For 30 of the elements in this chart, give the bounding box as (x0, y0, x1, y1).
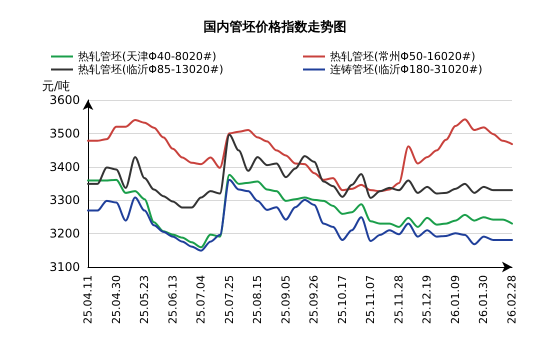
x-tick-label: 26.01.09 (448, 275, 462, 324)
y-axis-title: 元/吨 (42, 79, 70, 93)
x-tick-label: 25.07.25 (222, 275, 236, 324)
line-series (87, 118, 513, 192)
line-series (87, 134, 513, 209)
x-tick-label: 26.02.28 (506, 275, 518, 324)
x-tick-label: 25.09.26 (308, 275, 321, 324)
y-tick-label: 3300 (49, 193, 80, 208)
y-tick-label: 3500 (49, 126, 80, 140)
legend-label: 热轧管坯(临沂Φ85-13020#) (78, 63, 224, 76)
legend-label: 热轧管坯(天津Φ40-8020#) (78, 50, 216, 63)
legend-label: 热轧管坯(常州Φ50-16020#) (330, 50, 476, 63)
y-tick-label: 3100 (49, 260, 80, 274)
x-tick-label: 25.11.28 (392, 275, 406, 324)
x-tick-label: 25.04.11 (82, 275, 94, 324)
x-tick-label: 25.12.19 (420, 275, 434, 324)
x-tick-label: 25.07.04 (194, 275, 208, 324)
y-tick-label: 3400 (49, 160, 80, 174)
x-tick-label: 25.11.07 (364, 275, 378, 324)
y-tick-label: 3200 (49, 226, 80, 241)
x-tick-label: 25.08.15 (251, 275, 264, 324)
x-tick-label: 25.04.30 (110, 275, 123, 324)
x-tick-label: 25.10.17 (336, 275, 349, 324)
x-tick-label: 26.01.30 (477, 275, 490, 324)
chart-title: 国内管坯价格指数走势图 (204, 19, 346, 35)
x-tick-label: 25.09.05 (279, 275, 292, 324)
x-tick-label: 25.06.13 (166, 275, 180, 324)
x-tick-label: 25.05.23 (138, 275, 152, 324)
legend-label: 连铸管坯(临沂Φ180-31020#) (330, 63, 482, 76)
y-tick-label: 3600 (49, 93, 80, 107)
